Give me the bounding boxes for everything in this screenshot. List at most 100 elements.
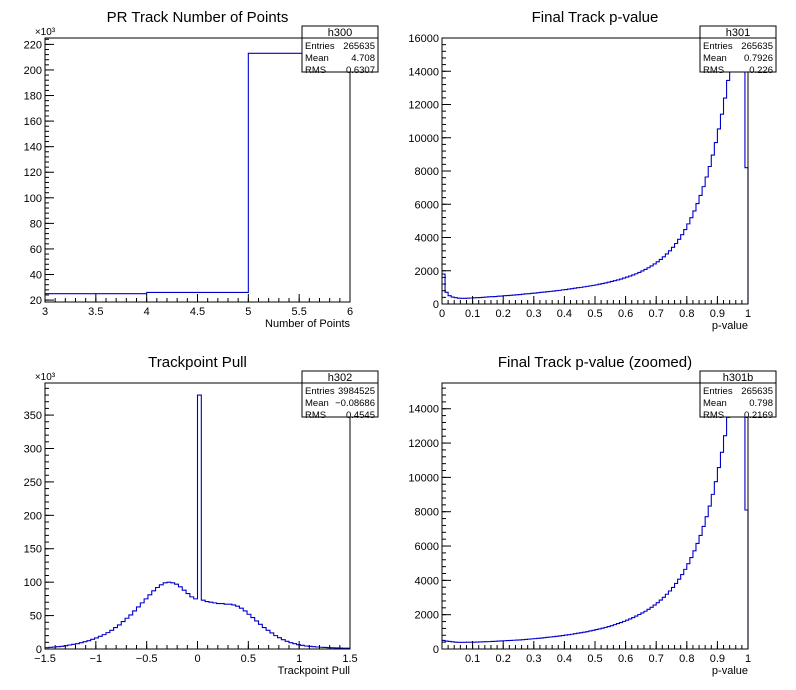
y-tick-label: 100: [24, 193, 42, 205]
y-tick-label: 12000: [408, 100, 439, 112]
y-multiplier-label: ×10³: [35, 372, 56, 383]
plot-frame: [44, 37, 351, 303]
x-tick-label: 0.8: [679, 308, 694, 320]
y-tick-label: 8000: [415, 166, 439, 178]
x-tick-label: 3: [42, 306, 48, 318]
x-tick-label: 0.9: [710, 653, 725, 665]
y-tick-label: 150: [24, 544, 42, 556]
y-multiplier-label: ×10³: [35, 27, 56, 38]
y-tick-label: 8000: [415, 507, 439, 519]
stats-box-frame: [301, 25, 379, 73]
stats-row-value: 0.4545: [346, 410, 375, 421]
chart-panel-4: Final Track p-value (zoomed) 0.1 0.2 0.3 0.4…: [408, 354, 777, 677]
stats-row-value: −0.08686: [335, 398, 375, 409]
x-tick-label: 0: [439, 308, 445, 320]
y-tick-label: 200: [24, 510, 42, 522]
x-tick-label: 0.8: [679, 653, 694, 665]
x-tick-label: 0: [194, 653, 200, 665]
chart-panel-1: PR Track Number of Points 3 3.5 4 4.5 5 5.5 6 20…: [24, 9, 379, 330]
stats-box: h301 Entries 265635 Mean 0.7926 RMS 0.226: [699, 25, 777, 76]
y-tick-label: 10000: [408, 133, 439, 145]
histogram-line: [45, 394, 351, 649]
x-tick-label: 1: [745, 653, 751, 665]
x-tick-label: 4: [144, 306, 150, 318]
y-tick-label: 14000: [408, 66, 439, 78]
stats-row-label: Mean: [305, 53, 329, 64]
x-tick-label: 0.1: [465, 653, 480, 665]
x-tick-label: 0.6: [618, 308, 633, 320]
stats-row-value: 0.798: [749, 398, 773, 409]
y-tick-label: 2000: [415, 610, 439, 622]
x-tick-label: 1: [296, 653, 302, 665]
x-tick-label: 6: [347, 306, 353, 318]
x-tick-label: 5.5: [292, 306, 307, 318]
x-tick-label: 0.5: [587, 653, 602, 665]
y-tick-label: 220: [24, 39, 42, 51]
x-tick-label: −0.5: [136, 653, 158, 665]
x-tick-label: 0.7: [649, 308, 664, 320]
stats-box-name: h302: [328, 372, 352, 384]
stats-row-value: 265635: [343, 41, 375, 52]
x-tick-label: 0.3: [526, 308, 541, 320]
x-tick-label: 0.3: [526, 653, 541, 665]
histogram-line: [442, 384, 749, 649]
x-tick-label: 5: [245, 306, 251, 318]
stats-row-value: 265635: [741, 41, 773, 52]
plot-frame: [441, 37, 749, 305]
stats-box-frame: [699, 25, 777, 73]
stats-box-name: h301b: [723, 372, 754, 384]
x-tick-label: 0.4: [557, 308, 572, 320]
stats-row-value: 265635: [741, 386, 773, 397]
y-tick-label: 16000: [408, 33, 439, 45]
stats-box-name: h300: [328, 27, 352, 39]
chart-title: PR Track Number of Points: [107, 9, 289, 26]
chart-title: Final Track p-value: [532, 9, 659, 26]
y-tick-label: 350: [24, 410, 42, 422]
y-tick-label: 50: [30, 611, 42, 623]
stats-row-label: Entries: [703, 41, 733, 52]
x-tick-label: 0.5: [241, 653, 256, 665]
x-tick-label: 4.5: [190, 306, 205, 318]
y-tick-label: 0: [433, 644, 439, 656]
y-tick-label: 140: [24, 142, 42, 154]
plot-frame: [441, 382, 749, 650]
histogram-line: [442, 39, 749, 304]
x-tick-label: −1: [90, 653, 103, 665]
x-tick-label: −1.5: [34, 653, 56, 665]
stats-box-frame: [699, 370, 777, 418]
y-tick-label: 120: [24, 167, 42, 179]
y-tick-label: 60: [30, 244, 42, 256]
y-tick-label: 12000: [408, 438, 439, 450]
stats-row-label: RMS: [305, 65, 326, 76]
x-tick-label: 3.5: [88, 306, 103, 318]
x-tick-label: 0.2: [496, 308, 511, 320]
x-tick-label: 0.6: [618, 653, 633, 665]
stats-row-value: 4.708: [351, 53, 375, 64]
y-tick-label: 2000: [415, 266, 439, 278]
stats-row-label: Entries: [703, 386, 733, 397]
y-tick-label: 300: [24, 443, 42, 455]
y-tick-label: 200: [24, 65, 42, 77]
chart-title: Trackpoint Pull: [148, 354, 247, 371]
stats-box-name: h301: [726, 27, 750, 39]
x-tick-label: 0.1: [465, 308, 480, 320]
x-tick-label: 0.4: [557, 653, 572, 665]
stats-box: h301b Entries 265635 Mean 0.798 RMS 0.2169: [699, 370, 777, 421]
x-axis-title: p-value: [712, 665, 748, 677]
stats-row-label: Mean: [703, 53, 727, 64]
stats-row-value: 0.2169: [744, 410, 773, 421]
x-axis-title: p-value: [712, 320, 748, 332]
y-tick-label: 4000: [415, 233, 439, 245]
stats-row-value: 0.226: [749, 65, 773, 76]
x-tick-label: 0.2: [496, 653, 511, 665]
stats-row-label: Mean: [305, 398, 329, 409]
y-tick-label: 0: [433, 299, 439, 311]
x-tick-label: 1.5: [342, 653, 357, 665]
y-tick-label: 40: [30, 270, 42, 282]
stats-row-label: Mean: [703, 398, 727, 409]
y-tick-label: 20: [30, 295, 42, 307]
x-axis-title: Number of Points: [265, 318, 350, 330]
chart-title: Final Track p-value (zoomed): [498, 354, 692, 371]
x-tick-label: 0.5: [587, 308, 602, 320]
